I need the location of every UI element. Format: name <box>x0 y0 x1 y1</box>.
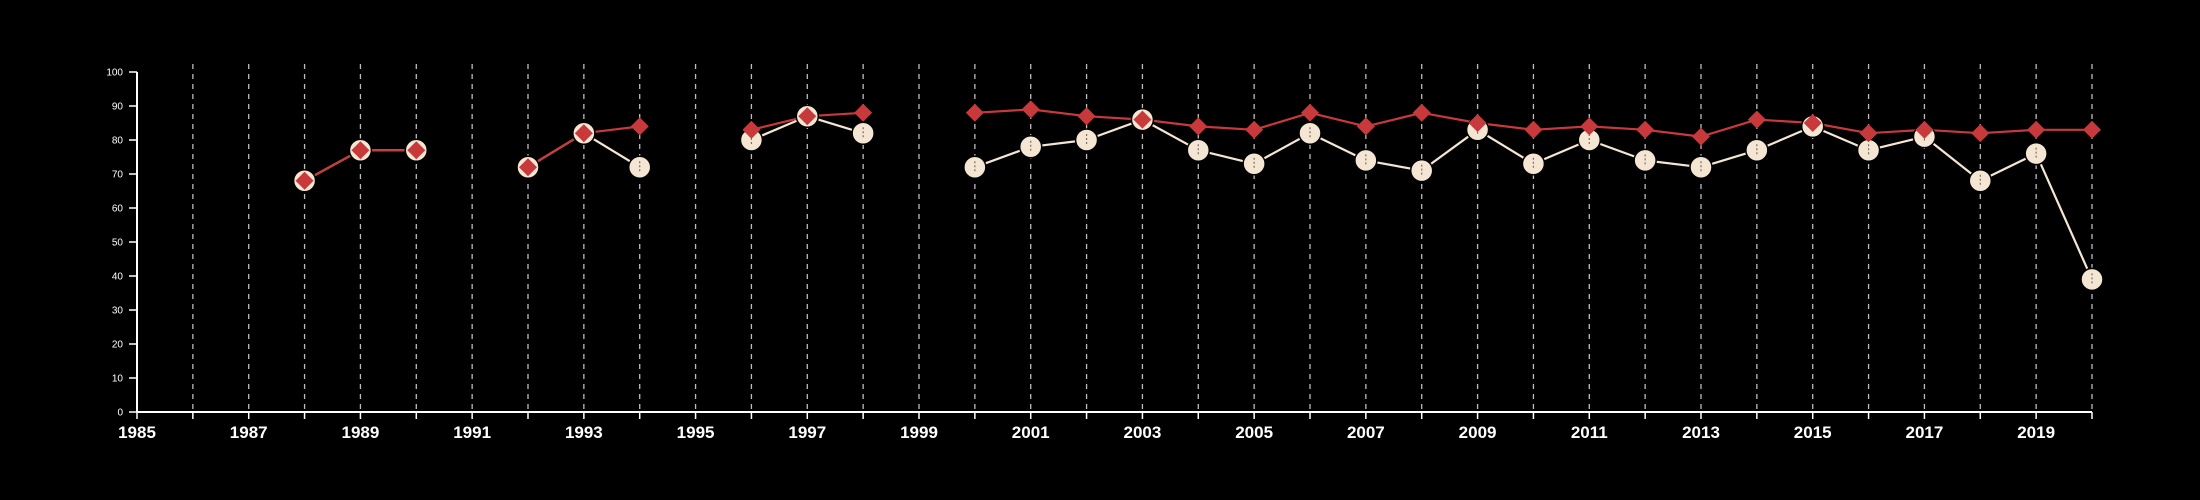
x-tick-label: 1985 <box>118 423 156 442</box>
diamond-marker <box>2083 120 2101 139</box>
x-tick-label: 2017 <box>1906 423 1944 442</box>
diamond-marker <box>1301 103 1319 122</box>
diamond-marker <box>1971 124 1990 143</box>
y-tick-label: 30 <box>112 306 124 317</box>
diamond-marker <box>351 141 370 160</box>
diamond-marker <box>1412 103 1431 122</box>
y-tick-label: 10 <box>112 374 124 385</box>
diamond-marker <box>2027 120 2046 139</box>
diamond-marker <box>1692 127 1710 146</box>
diamond-marker <box>1580 117 1599 136</box>
diamond-marker <box>407 141 426 160</box>
x-tick-label: 2015 <box>1794 423 1832 442</box>
diamond-marker <box>295 171 314 190</box>
x-tick-label: 2019 <box>2017 423 2055 442</box>
x-tick-label: 2005 <box>1235 423 1273 442</box>
diamond-marker <box>742 120 761 139</box>
diamond-marker <box>1077 107 1096 126</box>
diamond-marker <box>1133 110 1152 129</box>
y-tick-label: 60 <box>112 204 124 215</box>
x-tick-label: 2009 <box>1459 423 1497 442</box>
diamond-marker <box>1915 120 1934 139</box>
diamond-marker <box>1859 124 1878 143</box>
x-tick-label: 1999 <box>900 423 938 442</box>
diamond-marker <box>1356 117 1375 136</box>
x-tick-label: 1993 <box>565 423 603 442</box>
diamond-marker <box>1636 120 1655 139</box>
diamond-marker <box>630 117 649 136</box>
diamond-marker <box>1803 114 1822 132</box>
diamond-marker <box>1747 110 1766 129</box>
diamond-marker <box>854 103 873 122</box>
series-layer <box>292 100 2104 292</box>
x-tick-label: 1989 <box>342 423 380 442</box>
x-tick-label: 2003 <box>1124 423 1162 442</box>
y-tick-label: 50 <box>112 238 124 249</box>
diamond-marker <box>519 158 537 177</box>
x-tick-label: 1995 <box>677 423 715 442</box>
y-tick-label: 90 <box>112 102 124 113</box>
axes: 0 10 20 30 40 50 60 70 80 90 100 1985 1987 1989 1991 19… <box>106 68 2093 442</box>
diamond-marker <box>574 124 593 143</box>
y-tick-label: 100 <box>106 68 123 79</box>
x-tick-label: 2001 <box>1012 423 1050 442</box>
y-tick-label: 0 <box>117 408 123 419</box>
diamond-marker <box>965 103 984 122</box>
x-tick-label: 2007 <box>1347 423 1385 442</box>
vertical-grid <box>192 64 2093 412</box>
x-tick-label: 2013 <box>1682 423 1720 442</box>
y-tick-label: 20 <box>112 340 124 351</box>
y-tick-label: 70 <box>112 170 124 181</box>
diamond-marker <box>1189 117 1208 136</box>
diamond-marker <box>798 107 817 126</box>
diamond-marker <box>1524 120 1543 139</box>
x-tick-label: 1997 <box>788 423 826 442</box>
y-tick-label: 80 <box>112 136 124 147</box>
diamond-marker <box>1468 114 1487 132</box>
x-tick-label: 2011 <box>1571 423 1608 442</box>
x-tick-label: 1987 <box>230 423 268 442</box>
y-tick-label: 40 <box>112 272 124 283</box>
x-tick-label: 1991 <box>453 423 491 442</box>
diamond-marker <box>1021 100 1040 119</box>
diamond-marker <box>1245 120 1264 139</box>
